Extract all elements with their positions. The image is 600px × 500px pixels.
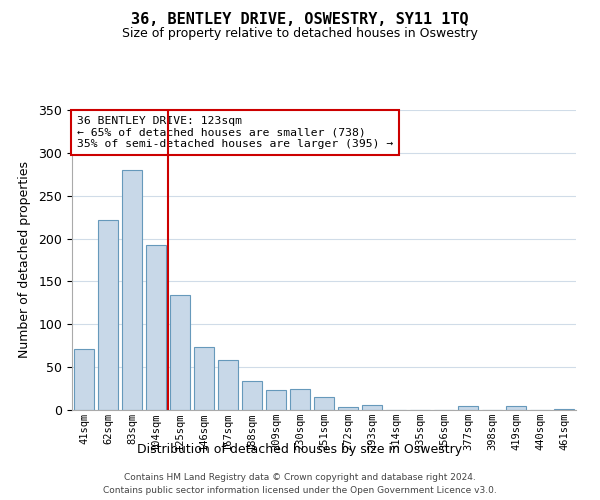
Text: Size of property relative to detached houses in Oswestry: Size of property relative to detached ho… <box>122 28 478 40</box>
Bar <box>194 348 214 410</box>
Text: Contains public sector information licensed under the Open Government Licence v3: Contains public sector information licen… <box>103 486 497 495</box>
Bar <box>122 170 142 410</box>
Bar <box>506 406 526 410</box>
Text: Contains HM Land Registry data © Crown copyright and database right 2024.: Contains HM Land Registry data © Crown c… <box>124 472 476 482</box>
Bar <box>338 406 358 410</box>
Bar <box>98 220 118 410</box>
Bar <box>290 388 310 410</box>
Bar <box>266 390 286 410</box>
Bar <box>74 349 94 410</box>
Bar <box>362 405 382 410</box>
Bar <box>314 397 334 410</box>
Bar <box>218 360 238 410</box>
Bar <box>458 406 478 410</box>
Bar <box>554 409 574 410</box>
Text: Distribution of detached houses by size in Oswestry: Distribution of detached houses by size … <box>137 442 463 456</box>
Text: 36 BENTLEY DRIVE: 123sqm
← 65% of detached houses are smaller (738)
35% of semi-: 36 BENTLEY DRIVE: 123sqm ← 65% of detach… <box>77 116 393 149</box>
Y-axis label: Number of detached properties: Number of detached properties <box>19 162 31 358</box>
Bar <box>170 295 190 410</box>
Bar <box>242 381 262 410</box>
Text: 36, BENTLEY DRIVE, OSWESTRY, SY11 1TQ: 36, BENTLEY DRIVE, OSWESTRY, SY11 1TQ <box>131 12 469 28</box>
Bar <box>146 246 166 410</box>
